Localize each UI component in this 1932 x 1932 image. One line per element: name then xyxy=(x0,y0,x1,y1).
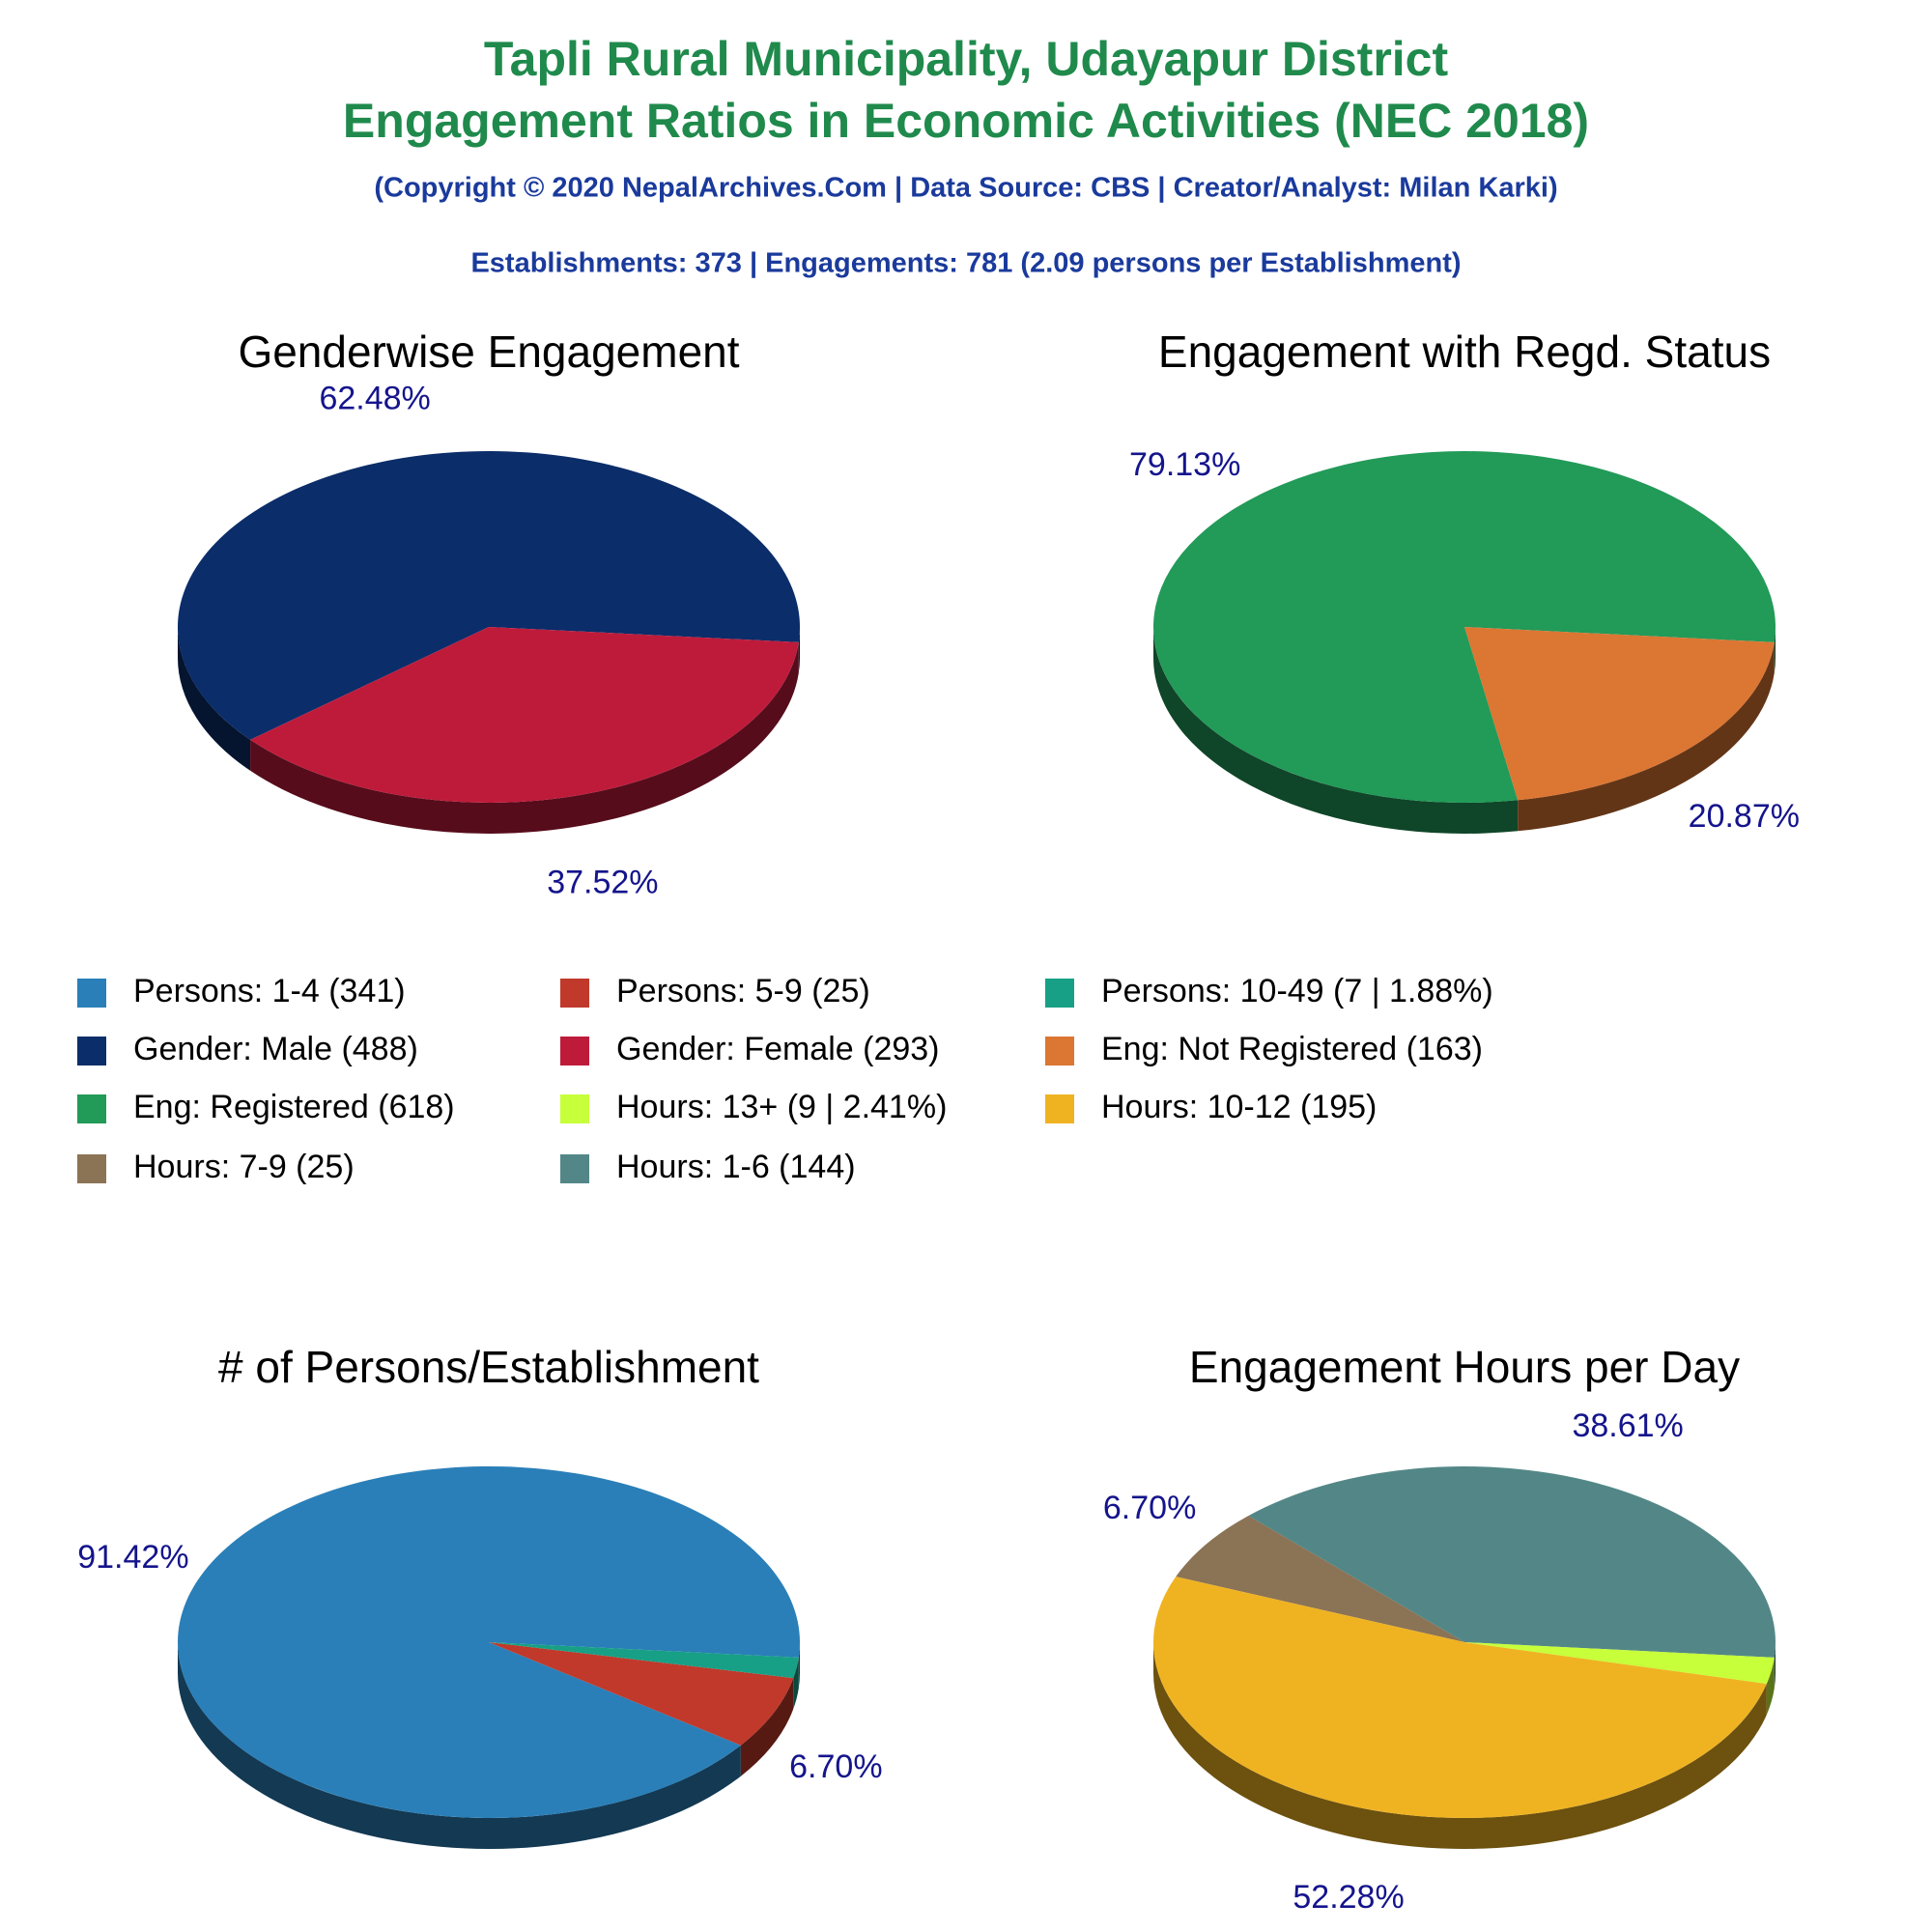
slice-side xyxy=(798,1642,800,1689)
legend-label: Hours: 10-12 (195) xyxy=(1101,1089,1377,1125)
legend-swatch xyxy=(560,979,589,1008)
slice xyxy=(1464,1642,1775,1685)
legend-swatch xyxy=(1045,1094,1074,1123)
slice xyxy=(1176,1516,1464,1642)
value-label: 6.70% xyxy=(789,1748,882,1785)
legend-swatch xyxy=(1045,979,1074,1008)
slice-side xyxy=(1153,1642,1767,1849)
slice xyxy=(489,1642,794,1746)
slice-side xyxy=(1774,627,1776,673)
slice-side xyxy=(1766,1657,1775,1716)
slice xyxy=(1153,1577,1767,1819)
value-label: 37.52% xyxy=(547,864,658,900)
subtitle: (Copyright © 2020 NepalArchives.Com | Da… xyxy=(374,173,1557,204)
legend-label: Gender: Male (488) xyxy=(133,1031,418,1067)
legend-swatch xyxy=(560,1037,589,1065)
slice-side xyxy=(798,627,800,673)
slice-side xyxy=(250,641,799,835)
title: Engagement Ratios in Economic Activities… xyxy=(343,94,1589,148)
legend-swatch xyxy=(77,979,106,1008)
legend-label: Eng: Registered (618) xyxy=(133,1089,455,1125)
legend-swatch xyxy=(1045,1037,1074,1065)
slice xyxy=(1464,627,1775,801)
legend-swatch xyxy=(77,1154,106,1183)
slice xyxy=(489,1642,799,1679)
legend-label: Gender: Female (293) xyxy=(616,1031,940,1067)
pie-title: Engagement with Regd. Status xyxy=(1158,327,1771,377)
value-label: 79.13% xyxy=(1129,446,1240,483)
title: Tapli Rural Municipality, Udayapur Distr… xyxy=(484,32,1449,86)
slice-side xyxy=(1153,627,1519,834)
pie-title: # of Persons/Establishment xyxy=(218,1342,759,1392)
legend-label: Persons: 5-9 (25) xyxy=(616,973,870,1009)
legend-label: Persons: 1-4 (341) xyxy=(133,973,406,1009)
value-label: 38.61% xyxy=(1572,1407,1683,1444)
legend-label: Hours: 13+ (9 | 2.41%) xyxy=(616,1089,947,1125)
slice-side xyxy=(793,1657,799,1710)
legend-label: Persons: 10-49 (7 | 1.88%) xyxy=(1101,973,1493,1009)
stats: Establishments: 373 | Engagements: 781 (… xyxy=(470,248,1461,279)
pie-title: Engagement Hours per Day xyxy=(1189,1342,1740,1392)
slice xyxy=(1248,1466,1776,1658)
slice-side xyxy=(178,1642,741,1849)
slice-side xyxy=(1518,641,1775,832)
legend-swatch xyxy=(77,1037,106,1065)
value-label: 62.48% xyxy=(319,381,430,417)
slice xyxy=(178,451,801,740)
legend-swatch xyxy=(77,1094,106,1123)
legend-label: Hours: 1-6 (144) xyxy=(616,1149,856,1185)
value-label: 91.42% xyxy=(77,1539,188,1576)
slice-side xyxy=(740,1678,794,1776)
slice-side xyxy=(1774,1642,1776,1689)
legend-label: Eng: Not Registered (163) xyxy=(1101,1031,1483,1067)
value-label: 6.70% xyxy=(1103,1490,1196,1526)
pie-title: Genderwise Engagement xyxy=(238,327,739,377)
legend-swatch xyxy=(560,1094,589,1123)
value-label: 52.28% xyxy=(1293,1879,1404,1916)
slice-side xyxy=(178,627,251,771)
slice xyxy=(250,627,799,804)
slice xyxy=(178,1466,801,1818)
legend-label: Hours: 7-9 (25) xyxy=(133,1149,355,1185)
value-label: 20.87% xyxy=(1689,798,1800,835)
legend-swatch xyxy=(560,1154,589,1183)
